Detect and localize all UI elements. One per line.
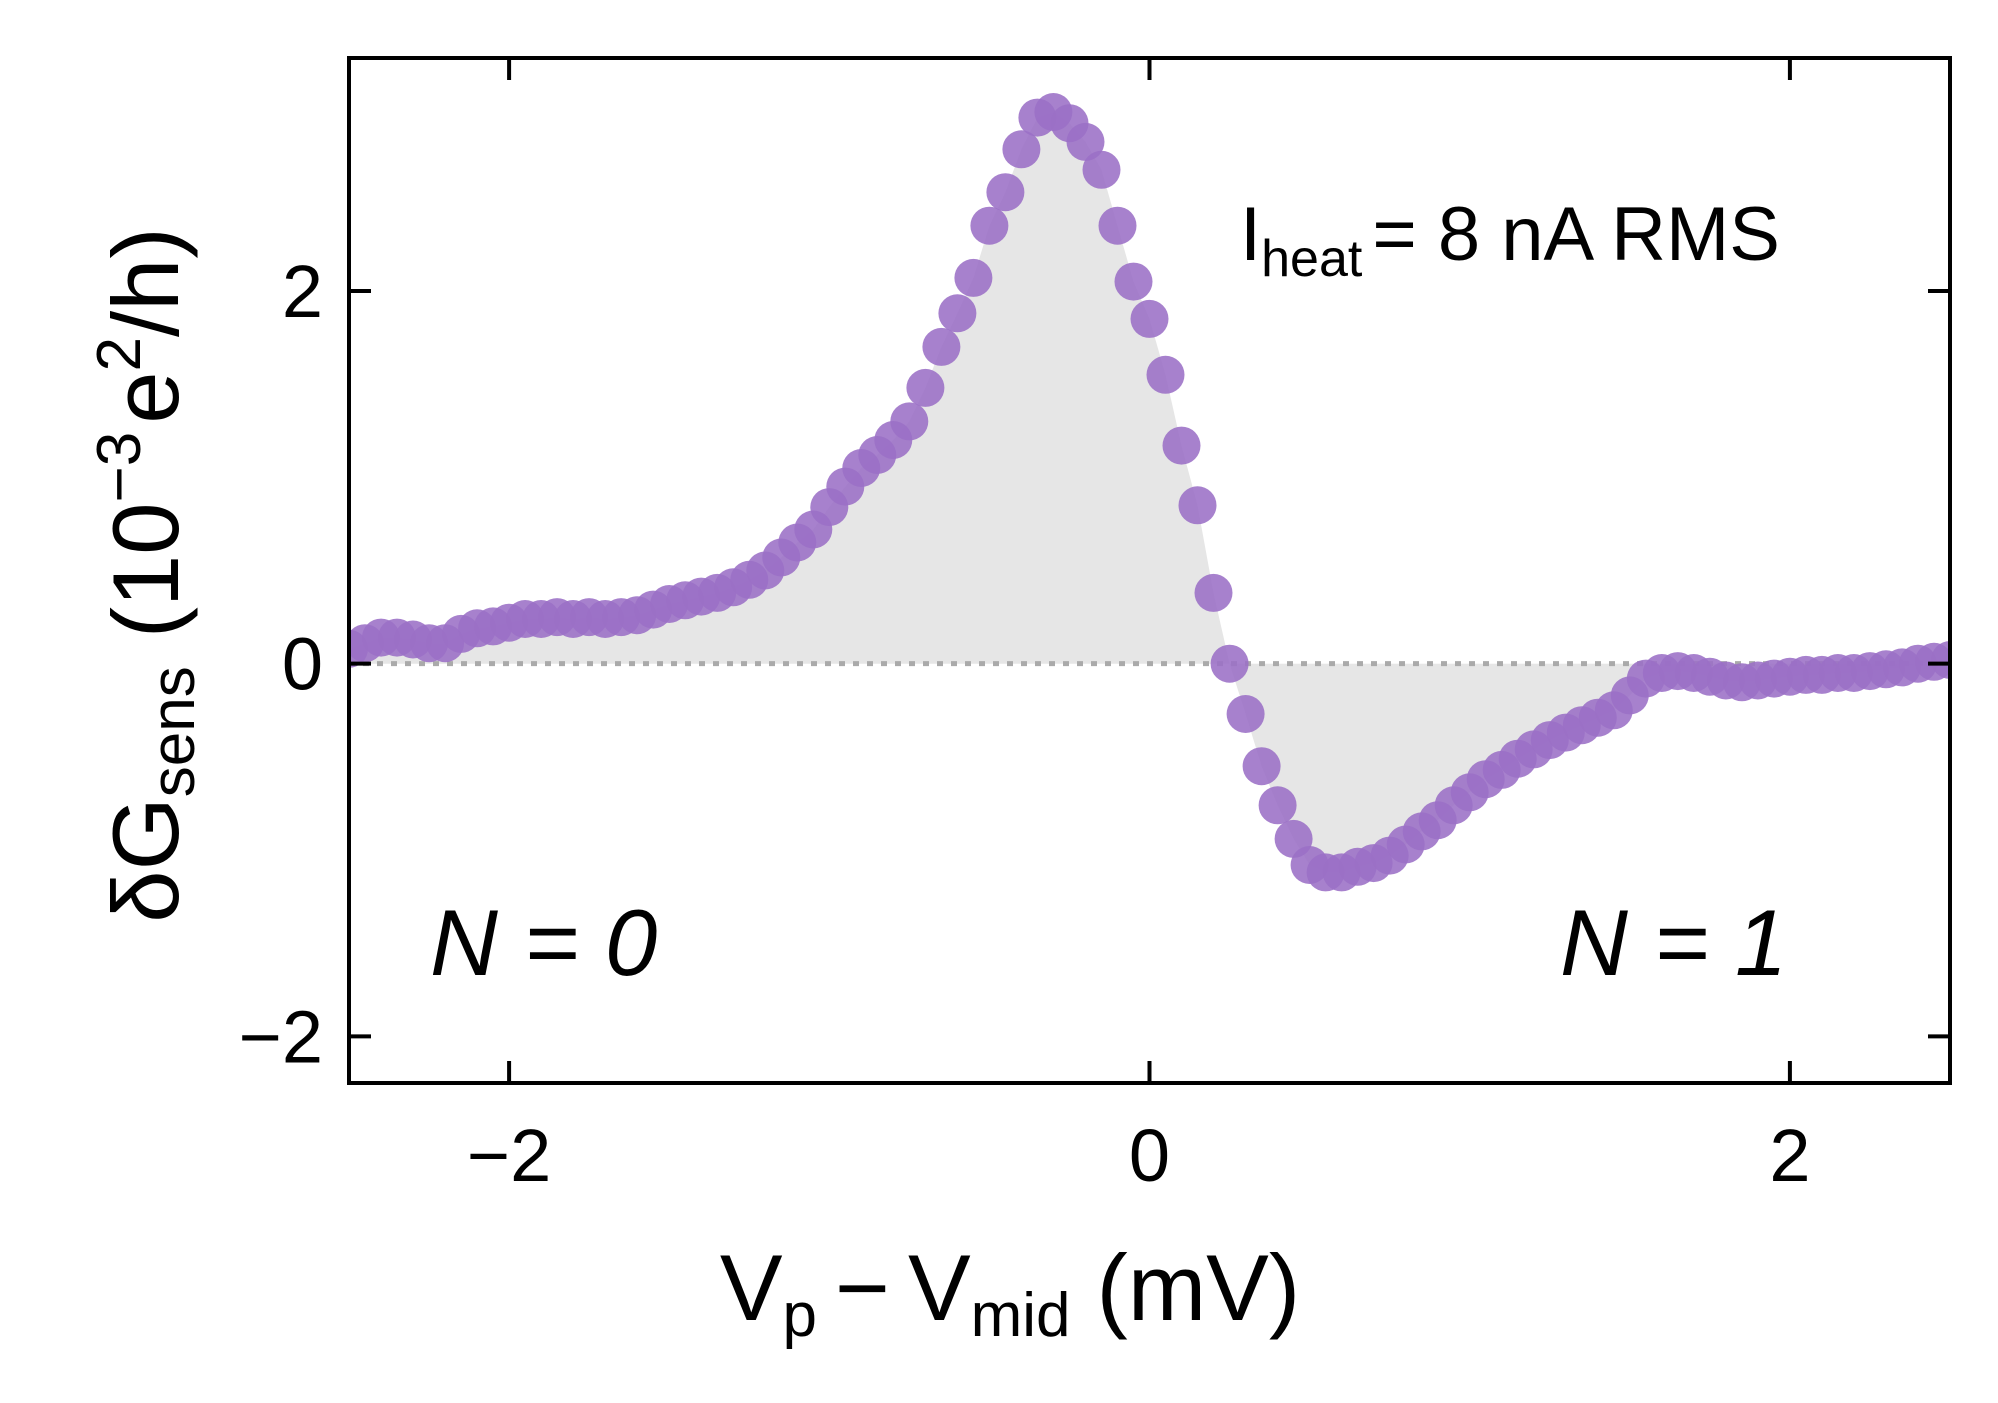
- data-point: [1130, 299, 1169, 338]
- data-point: [970, 206, 1009, 245]
- y-axis-title: δGsens(10−3e2/h): [85, 227, 208, 922]
- data-point: [1226, 695, 1265, 733]
- data-point: [1258, 786, 1297, 825]
- data-point: [1162, 426, 1201, 465]
- shaded-area: [349, 112, 1950, 873]
- data-point: [1002, 130, 1041, 169]
- x-tick-label: 0: [1129, 1114, 1170, 1197]
- data-point: [1194, 573, 1233, 612]
- y-tick-label: 0: [282, 623, 323, 706]
- region-label-n1: N = 1: [1560, 890, 1787, 995]
- data-point: [922, 327, 961, 366]
- heating-current-annotation: Iheat = 8 nA RMS: [1240, 192, 1780, 288]
- axes: −2 0 2 −2 0 2: [239, 56, 1952, 1197]
- data-point: [938, 294, 977, 333]
- data-point: [1098, 206, 1137, 245]
- y-tick-label: −2: [239, 995, 323, 1078]
- x-axis-title: Vp − Vmid (mV): [720, 1235, 1300, 1350]
- data-point: [1931, 641, 1950, 679]
- data-point: [1066, 122, 1105, 161]
- data-point: [1210, 644, 1249, 683]
- x-tick-label: −2: [467, 1114, 551, 1197]
- data-point: [1178, 486, 1217, 525]
- data-point: [1146, 355, 1185, 394]
- data-point: [1242, 747, 1281, 786]
- data-point: [1114, 262, 1153, 301]
- data-point: [954, 258, 993, 297]
- plot-area: [349, 93, 1950, 892]
- data-point: [906, 368, 945, 407]
- x-tick-label: 2: [1769, 1114, 1810, 1197]
- data-point: [986, 173, 1025, 212]
- data-point: [1082, 150, 1121, 189]
- region-label-n0: N = 0: [430, 890, 657, 995]
- data-point: [890, 402, 929, 441]
- y-tick-label: 2: [282, 250, 323, 333]
